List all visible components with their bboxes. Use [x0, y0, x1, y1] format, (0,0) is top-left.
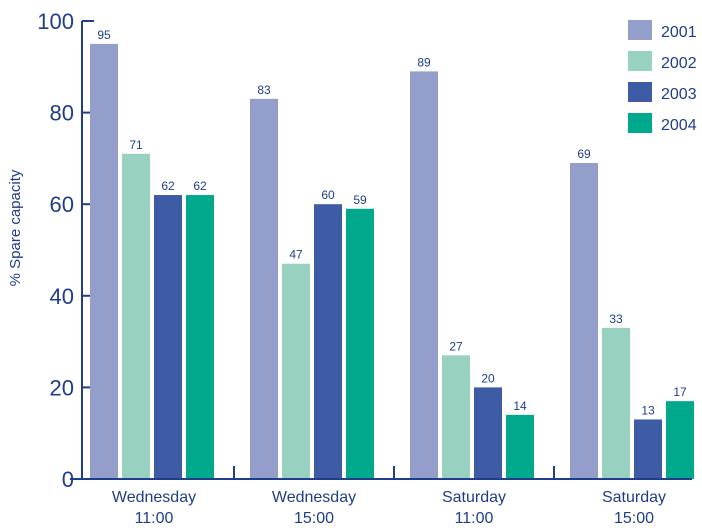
bar-2003-3	[634, 419, 662, 479]
data-label: 47	[289, 248, 303, 262]
bar-2001-0	[90, 43, 118, 480]
data-label: 14	[513, 399, 527, 413]
y-axis-label: % Spare capacity	[7, 169, 24, 286]
data-label: 83	[257, 83, 271, 97]
legend-label: 2001	[661, 24, 697, 41]
y-tick-label: 0	[62, 467, 74, 492]
legend-swatch-2004	[628, 113, 652, 133]
legend-label: 2004	[661, 117, 697, 134]
y-tick-label: 40	[50, 284, 74, 309]
data-label: 71	[129, 138, 143, 152]
category-label: 15:00	[614, 510, 654, 527]
category-label: Saturday	[602, 489, 666, 506]
data-label: 60	[321, 188, 335, 202]
data-label: 27	[449, 339, 463, 353]
bar-2004-2	[506, 414, 534, 479]
data-label: 13	[641, 403, 655, 417]
data-label: 20	[481, 371, 495, 385]
data-label: 59	[353, 193, 367, 207]
category-label: 11:00	[455, 510, 494, 527]
bar-2003-1	[314, 204, 342, 479]
legend-swatch-2003	[628, 82, 652, 102]
data-label: 33	[609, 312, 623, 326]
legend-label: 2002	[661, 55, 697, 72]
legend-swatch-2002	[628, 51, 652, 71]
bar-2002-2	[442, 355, 470, 479]
legend-swatch-2001	[628, 20, 652, 40]
data-label: 95	[97, 28, 111, 42]
legend-label: 2003	[661, 86, 697, 103]
data-label: 62	[161, 179, 175, 193]
bar-2004-3	[666, 401, 694, 479]
bar-2003-0	[154, 195, 182, 480]
y-tick-label: 60	[50, 192, 74, 217]
data-label: 89	[417, 55, 431, 69]
bar-2001-1	[250, 98, 278, 480]
y-tick-label: 80	[50, 101, 74, 126]
bar-2004-0	[186, 195, 214, 480]
category-label: 15:00	[294, 510, 334, 527]
data-label: 69	[577, 147, 591, 161]
bar-2002-1	[282, 263, 310, 479]
y-tick-label: 100	[37, 9, 74, 34]
y-tick-label: 20	[50, 375, 74, 400]
bar-2002-0	[122, 153, 150, 479]
category-label: Wednesday	[112, 489, 196, 506]
bar-2002-3	[602, 327, 630, 479]
data-label: 17	[673, 385, 687, 399]
bar-2004-1	[346, 208, 374, 479]
bar-2001-3	[570, 162, 598, 480]
bar-2003-2	[474, 387, 502, 479]
category-label: Wednesday	[272, 489, 356, 506]
data-label: 62	[193, 179, 207, 193]
bar-2001-2	[410, 71, 438, 479]
category-label: Saturday	[442, 489, 506, 506]
category-label: 11:00	[135, 510, 174, 527]
